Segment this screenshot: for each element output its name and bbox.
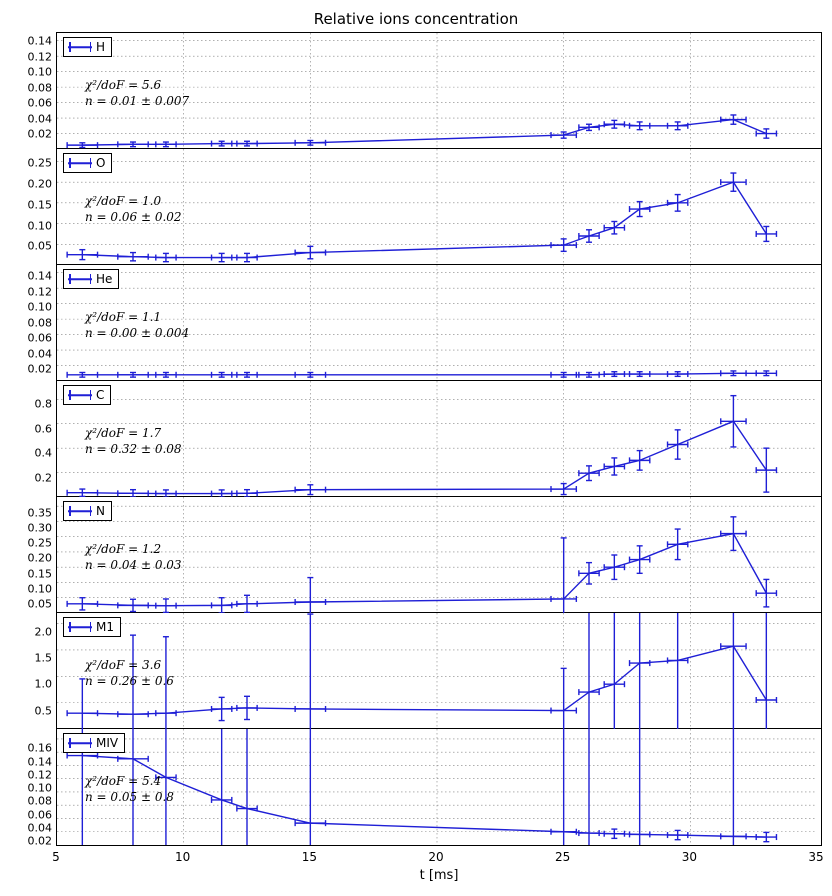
panel-M1: M1 χ²/doF = 3.6n = 0.26 ± 0.6 [57,613,821,729]
panel-MIV: MIV χ²/doF = 5.4n = 0.05 ± 0.8 [57,729,821,845]
y-tick-label: 0.20 [28,552,53,565]
panel-stats: χ²/doF = 1.1n = 0.00 ± 0.004 [85,309,189,341]
panel-stats: χ²/doF = 5.4n = 0.05 ± 0.8 [85,773,174,805]
y-tick-label: 0.06 [28,332,53,345]
y-tick-label: 1.0 [35,678,53,691]
series-line [82,120,766,146]
panel-stats: χ²/doF = 1.7n = 0.32 ± 0.08 [85,425,182,457]
x-tick-label: 20 [428,850,443,864]
y-tick-label: 0.15 [28,567,53,580]
y-tick-label: 0.10 [28,219,53,232]
errorbar-icon [68,389,92,401]
legend: N [63,501,112,521]
series-line [82,646,766,714]
y-tick-label: 0.6 [35,422,53,435]
panel-He: He χ²/doF = 1.1n = 0.00 ± 0.004 [57,265,821,381]
panel-O: Oχ²/doF = 1.0n = 0.06 ± 0.02 [57,149,821,265]
errorbar-icon [68,273,92,285]
y-tick-label: 0.4 [35,447,53,460]
y-tick-label: 0.35 [28,506,53,519]
y-tick-label: 0.02 [28,363,53,376]
panel-stats: χ²/doF = 1.2n = 0.04 ± 0.03 [85,541,182,573]
y-tick-label: 0.25 [28,157,53,170]
series-line [82,421,766,493]
legend: O [63,153,112,173]
y-tick-label: 0.08 [28,81,53,94]
y-tick-label: 0.04 [28,347,53,360]
y-tick-label: 0.02 [28,835,53,848]
legend: C [63,385,111,405]
chart-outer: 0.020.040.060.080.100.120.140.050.100.15… [10,32,822,886]
y-tick-label: 0.10 [28,782,53,795]
y-tick-label: 0.10 [28,582,53,595]
y-tick-label: 0.2 [35,471,53,484]
legend-label: H [96,40,105,54]
panel-C: Cχ²/doF = 1.7n = 0.32 ± 0.08 [57,381,821,497]
legend-label: MIV [96,736,118,750]
errorbar-icon [68,505,92,517]
y-tick-label: 0.08 [28,316,53,329]
x-axis-label: t [ms] [420,868,459,883]
panel-stats: χ²/doF = 1.0n = 0.06 ± 0.02 [85,193,182,225]
y-tick-label: 0.15 [28,198,53,211]
x-tick-label: 10 [175,850,190,864]
y-tick-label: 0.04 [28,112,53,125]
panel-N: Nχ²/doF = 1.2n = 0.04 ± 0.03 [57,497,821,613]
panels: Hχ²/doF = 5.6n = 0.01 ± 0.007Oχ²/doF = 1… [56,32,822,846]
legend: H [63,37,112,57]
plot-column: Hχ²/doF = 5.6n = 0.01 ± 0.007Oχ²/doF = 1… [56,32,822,886]
panel-H: Hχ²/doF = 5.6n = 0.01 ± 0.007 [57,33,821,149]
legend: MIV [63,733,125,753]
y-tick-label: 0.8 [35,398,53,411]
y-tick-label: 0.12 [28,285,53,298]
y-tick-label: 0.14 [28,35,53,48]
y-tick-label: 0.12 [28,50,53,63]
legend: M1 [63,617,121,637]
y-tick-label: 0.04 [28,821,53,834]
y-tick-label: 2.0 [35,625,53,638]
chart-container: Relative ions concentration 0.020.040.06… [10,10,822,886]
errorbar-icon [68,157,92,169]
series-line [82,534,766,606]
legend-label: N [96,504,105,518]
x-tick-label: 35 [808,850,823,864]
y-tick-label: 0.14 [28,270,53,283]
y-tick-label: 0.20 [28,178,53,191]
y-tick-label: 0.25 [28,537,53,550]
y-tick-label: 0.02 [28,128,53,141]
y-tick-label: 0.06 [28,97,53,110]
y-tick-label: 0.08 [28,795,53,808]
series-line [82,182,766,257]
y-axis-column: 0.020.040.060.080.100.120.140.050.100.15… [10,32,56,855]
y-tick-label: 0.12 [28,768,53,781]
y-tick-label: 0.05 [28,598,53,611]
y-tick-label: 0.16 [28,742,53,755]
series-line [82,373,766,375]
y-tick-label: 0.06 [28,808,53,821]
y-tick-label: 0.10 [28,301,53,314]
legend-label: M1 [96,620,114,634]
legend: He [63,269,119,289]
y-tick-label: 1.5 [35,651,53,664]
x-tick-label: 15 [302,850,317,864]
legend-label: He [96,272,112,286]
legend-label: C [96,388,104,402]
errorbar-icon [68,621,92,633]
errorbar-icon [68,737,92,749]
x-tick-label: 30 [682,850,697,864]
x-tick-label: 5 [52,850,60,864]
y-tick-label: 0.14 [28,755,53,768]
errorbar-icon [68,41,92,53]
x-tick-label: 25 [555,850,570,864]
x-axis-area: 5101520253035t [ms] [56,846,822,886]
y-tick-label: 0.5 [35,704,53,717]
legend-label: O [96,156,105,170]
panel-stats: χ²/doF = 3.6n = 0.26 ± 0.6 [85,657,174,689]
y-tick-label: 0.10 [28,66,53,79]
y-tick-label: 0.30 [28,521,53,534]
y-tick-label: 0.05 [28,240,53,253]
series-line [82,756,766,838]
panel-stats: χ²/doF = 5.6n = 0.01 ± 0.007 [85,77,189,109]
chart-title: Relative ions concentration [10,10,822,28]
